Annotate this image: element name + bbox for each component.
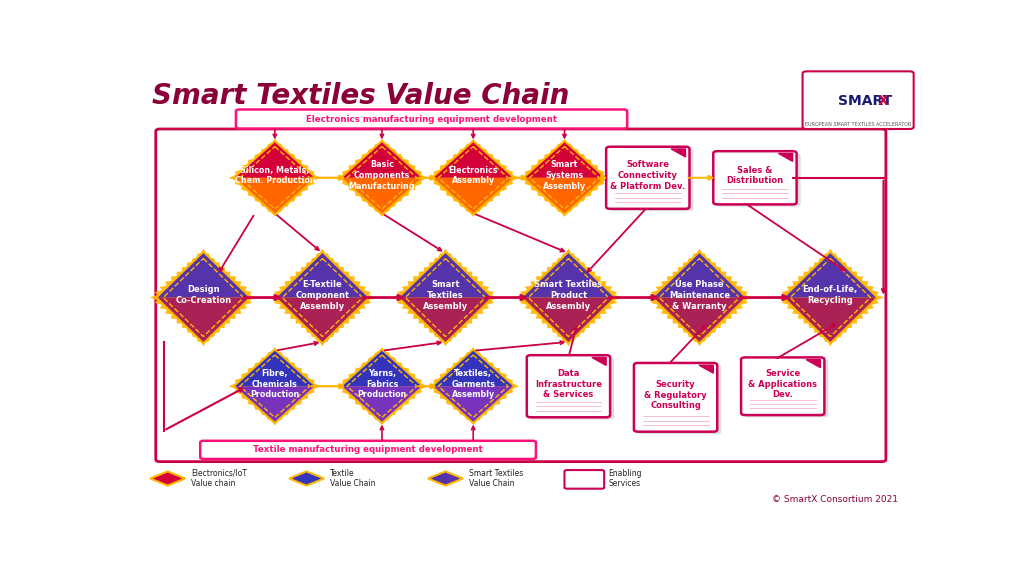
FancyBboxPatch shape [530, 357, 614, 419]
Text: Software
Connectivity
& Platform Dev.: Software Connectivity & Platform Dev. [610, 160, 685, 191]
Text: Enabling
Services: Enabling Services [608, 469, 642, 488]
FancyBboxPatch shape [745, 359, 828, 417]
Polygon shape [276, 298, 368, 342]
Polygon shape [289, 471, 324, 486]
Polygon shape [337, 139, 427, 217]
Text: Electronics
Assembly: Electronics Assembly [449, 166, 498, 185]
Polygon shape [236, 386, 314, 422]
Polygon shape [524, 178, 604, 213]
Text: Security
& Regulatory
Consulting: Security & Regulatory Consulting [644, 380, 707, 410]
Polygon shape [337, 348, 427, 425]
Polygon shape [433, 386, 513, 422]
Text: Service
& Applications
Dev.: Service & Applications Dev. [749, 369, 817, 399]
Text: Electronics manufacturing equipment development: Electronics manufacturing equipment deve… [306, 115, 557, 123]
Polygon shape [523, 253, 614, 298]
FancyBboxPatch shape [610, 149, 693, 211]
FancyBboxPatch shape [638, 365, 721, 434]
Polygon shape [158, 298, 249, 342]
Polygon shape [342, 142, 422, 178]
Polygon shape [646, 249, 753, 346]
Polygon shape [784, 253, 876, 298]
FancyBboxPatch shape [717, 153, 801, 207]
Polygon shape [151, 471, 185, 486]
Polygon shape [653, 298, 745, 342]
Text: SMART: SMART [839, 93, 893, 108]
Polygon shape [276, 253, 368, 298]
Text: Silicon, Metals,
Chem. Production: Silicon, Metals, Chem. Production [234, 166, 315, 185]
FancyBboxPatch shape [526, 355, 610, 417]
FancyBboxPatch shape [201, 441, 536, 459]
Polygon shape [671, 149, 685, 157]
Polygon shape [699, 365, 714, 373]
Text: X: X [878, 93, 889, 108]
Polygon shape [433, 142, 513, 178]
Polygon shape [428, 348, 518, 425]
FancyBboxPatch shape [606, 147, 689, 209]
Text: Textile manufacturing equipment development: Textile manufacturing equipment developm… [253, 445, 483, 454]
Polygon shape [433, 351, 513, 386]
Text: Fibre,
Chemicals
Production: Fibre, Chemicals Production [250, 369, 299, 399]
Polygon shape [428, 471, 463, 486]
Polygon shape [524, 142, 604, 178]
Text: Smart
Textiles
Assembly: Smart Textiles Assembly [423, 280, 468, 310]
Polygon shape [519, 139, 609, 217]
Polygon shape [784, 298, 876, 342]
Polygon shape [342, 178, 422, 213]
Text: Textiles,
Garments
Assembly: Textiles, Garments Assembly [452, 369, 496, 399]
Polygon shape [342, 351, 422, 386]
Polygon shape [777, 249, 883, 346]
FancyBboxPatch shape [741, 357, 824, 415]
Polygon shape [236, 351, 314, 386]
Text: Smart Textiles Value Chain: Smart Textiles Value Chain [152, 82, 569, 111]
Text: Smart Textiles
Value Chain: Smart Textiles Value Chain [469, 469, 523, 488]
FancyBboxPatch shape [236, 109, 627, 128]
Polygon shape [806, 359, 820, 367]
Text: EUROPEAN SMART TEXTILES ACCELERATOR: EUROPEAN SMART TEXTILES ACCELERATOR [805, 122, 911, 127]
FancyBboxPatch shape [803, 71, 913, 129]
Polygon shape [433, 178, 513, 213]
Polygon shape [653, 253, 745, 298]
Polygon shape [778, 153, 793, 161]
Polygon shape [516, 249, 622, 346]
Polygon shape [236, 142, 314, 178]
FancyBboxPatch shape [634, 363, 717, 431]
Text: E-Textile
Component
Assembly: E-Textile Component Assembly [295, 280, 349, 310]
Polygon shape [592, 357, 606, 365]
FancyBboxPatch shape [714, 151, 797, 204]
Polygon shape [151, 249, 256, 346]
Text: End-of-Life,
Recycling: End-of-Life, Recycling [803, 286, 858, 305]
Text: Yarns,
Fabrics
Production: Yarns, Fabrics Production [357, 369, 407, 399]
Text: Basic
Components
Manufacturing: Basic Components Manufacturing [349, 160, 415, 191]
Polygon shape [428, 139, 518, 217]
Polygon shape [269, 249, 375, 346]
Polygon shape [229, 139, 321, 217]
Text: Smart
Systems
Assembly: Smart Systems Assembly [543, 160, 586, 191]
Polygon shape [392, 249, 499, 346]
Polygon shape [229, 348, 321, 425]
Polygon shape [399, 253, 492, 298]
Text: © SmartX Consortium 2021: © SmartX Consortium 2021 [772, 495, 898, 504]
Polygon shape [236, 178, 314, 213]
Text: Data
Infrastructure
& Services: Data Infrastructure & Services [535, 369, 602, 399]
Text: Textile
Value Chain: Textile Value Chain [331, 469, 376, 488]
Text: Sales &
Distribution: Sales & Distribution [726, 166, 783, 185]
FancyBboxPatch shape [564, 470, 604, 488]
Polygon shape [523, 298, 614, 342]
Text: Smart Textiles
Product
Assembly: Smart Textiles Product Assembly [535, 280, 602, 310]
Text: Use Phase
Maintenance
& Warranty: Use Phase Maintenance & Warranty [669, 280, 730, 310]
Polygon shape [342, 386, 422, 422]
Polygon shape [399, 298, 492, 342]
Polygon shape [158, 253, 249, 298]
Text: Electronics/IoT
Value chain: Electronics/IoT Value chain [191, 469, 248, 488]
Text: Design
Co-Creation: Design Co-Creation [175, 286, 231, 305]
